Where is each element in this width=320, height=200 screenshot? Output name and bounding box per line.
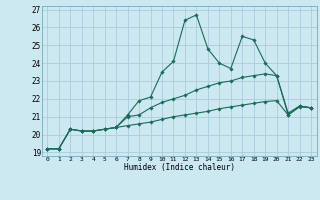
X-axis label: Humidex (Indice chaleur): Humidex (Indice chaleur) — [124, 163, 235, 172]
